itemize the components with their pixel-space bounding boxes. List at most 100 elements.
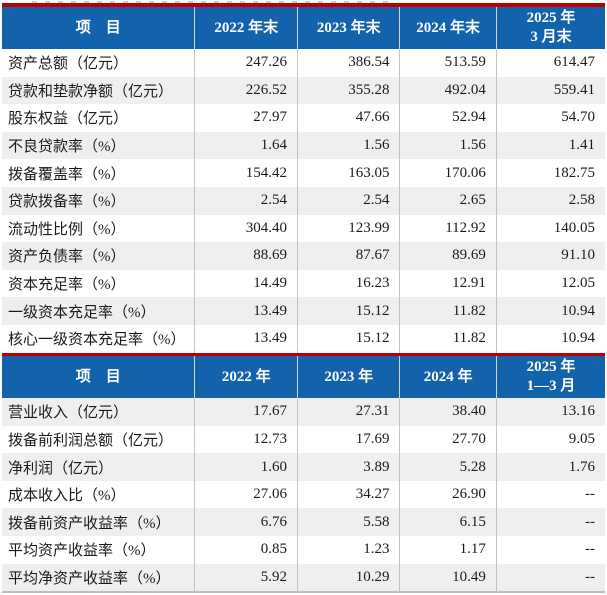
cell-value: 2.65 (399, 186, 497, 215)
cell-value: 123.99 (296, 214, 400, 243)
cell-value: -- (495, 480, 605, 509)
cell-value: 9.05 (495, 425, 605, 454)
row-label: 营业收入（亿元） (8, 405, 129, 422)
table-row: 平均净资产收益率（%） 5.92 10.29 10.49 -- (2, 563, 605, 593)
cell-value: 3.89 (296, 453, 400, 481)
cell-value: 1.23 (296, 536, 400, 564)
cell-value: 12.73 (194, 425, 298, 454)
cell-value: 5.92 (194, 563, 298, 593)
table-row: 拨备前资产收益率（%） 6.76 5.58 6.15 -- (2, 508, 605, 536)
row-label: 流动性比例（%） (8, 221, 126, 238)
cell-value: 47.66 (296, 104, 400, 132)
table-row: 资本充足率（%） 14.49 16.23 12.91 12.05 (2, 269, 605, 298)
cutoff-text-artifact (32, 1, 392, 3)
cell-value: 10.29 (296, 563, 400, 593)
cell-value: 2.54 (194, 186, 298, 215)
cell-value: 386.54 (296, 49, 400, 77)
row-label: 拨备前利润总额（亿元） (8, 432, 174, 449)
red-divider-top (2, 3, 605, 7)
cell-value: 1.60 (194, 453, 298, 481)
cell-value: -- (495, 536, 605, 564)
table-row: 拨备覆盖率（%） 154.42 163.05 170.06 182.75 (2, 159, 605, 187)
table-header: 项 目 2022 年 2023 年 2024 年 2025 年 1—3 月 (2, 356, 605, 399)
cell-value: -- (495, 563, 605, 593)
table-row: 平均资产收益率（%） 0.85 1.23 1.17 -- (2, 536, 605, 564)
cell-value: 13.49 (194, 297, 298, 325)
column-header-2023ye: 2023 年末 (296, 7, 400, 49)
table-row: 营业收入（亿元） 17.67 27.31 38.40 13.16 (2, 398, 605, 426)
cell-value: 355.28 (296, 76, 400, 105)
row-label: 拨备覆盖率（%） (8, 166, 126, 183)
cell-value: 15.12 (296, 324, 400, 353)
cell-value: 14.49 (194, 269, 298, 298)
cell-value: 11.82 (399, 297, 497, 325)
row-label: 资本充足率（%） (8, 277, 126, 294)
cell-value: 1.56 (399, 131, 497, 160)
table-header: 项 目 2022 年末 2023 年末 2024 年末 2025 年 3 月末 (2, 7, 605, 49)
cell-value: 1.17 (399, 536, 497, 564)
column-header-2022: 2022 年 (194, 356, 298, 399)
row-label: 贷款和垫款净额（亿元） (8, 83, 174, 100)
cell-value: 304.40 (194, 214, 298, 243)
cell-value: 559.41 (495, 76, 605, 105)
cell-value: 54.70 (495, 104, 605, 132)
cell-value: 10.94 (495, 324, 605, 353)
cell-value: 12.91 (399, 269, 497, 298)
column-header-item: 项 目 (2, 7, 195, 49)
cell-value: 26.90 (399, 480, 497, 509)
table-row: 不良贷款率（%） 1.64 1.56 1.56 1.41 (2, 131, 605, 160)
cell-value: 226.52 (194, 76, 298, 105)
column-header-2025q1: 2025 年 1—3 月 (495, 356, 605, 399)
cell-value: 13.49 (194, 324, 298, 353)
header-row: 项 目 2022 年 2023 年 2024 年 2025 年 1—3 月 (2, 356, 605, 399)
cell-value: 34.27 (296, 480, 400, 509)
cell-value: 112.92 (399, 214, 497, 243)
cell-value: 11.82 (399, 324, 497, 353)
table-row: 股东权益（亿元） 27.97 47.66 52.94 54.70 (2, 104, 605, 132)
cell-value: 87.67 (296, 242, 400, 270)
row-label: 不良贷款率（%） (8, 139, 126, 156)
cell-value: 170.06 (399, 159, 497, 187)
table-row: 净利润（亿元） 1.60 3.89 5.28 1.76 (2, 453, 605, 481)
row-label: 拨备前资产收益率（%） (8, 515, 171, 532)
table-row: 贷款拨备率（%） 2.54 2.54 2.65 2.58 (2, 186, 605, 215)
row-label: 成本收入比（%） (8, 488, 126, 505)
cell-value: 27.31 (296, 398, 400, 426)
cell-value: 1.56 (296, 131, 400, 160)
table-row: 成本收入比（%） 27.06 34.27 26.90 -- (2, 480, 605, 509)
cell-value: 13.16 (495, 398, 605, 426)
row-label: 股东权益（亿元） (8, 111, 129, 128)
cell-value: 17.69 (296, 425, 400, 454)
cell-value: 6.76 (194, 508, 298, 536)
column-header-2025mar: 2025 年 3 月末 (495, 7, 605, 49)
cell-value: 10.49 (399, 563, 497, 593)
operating-results-table: 项 目 2022 年 2023 年 2024 年 2025 年 1—3 月 营业… (2, 356, 605, 594)
column-header-2024: 2024 年 (399, 356, 497, 399)
cell-value: 27.97 (194, 104, 298, 132)
cell-value: 2.58 (495, 186, 605, 215)
red-divider-middle (2, 352, 605, 357)
cell-value: 614.47 (495, 49, 605, 77)
cell-value: 17.67 (194, 398, 298, 426)
column-header-item: 项 目 (2, 356, 195, 399)
table-row: 一级资本充足率（%） 13.49 15.12 11.82 10.94 (2, 297, 605, 325)
table-row: 流动性比例（%） 304.40 123.99 112.92 140.05 (2, 214, 605, 243)
cell-value: 5.28 (399, 453, 497, 481)
cell-value: 27.06 (194, 480, 298, 509)
cell-value: 163.05 (296, 159, 400, 187)
cell-value: 1.64 (194, 131, 298, 160)
row-label: 贷款拨备率（%） (8, 194, 126, 211)
table-row: 拨备前利润总额（亿元） 12.73 17.69 27.70 9.05 (2, 425, 605, 454)
cell-value: 513.59 (399, 49, 497, 77)
row-label: 资产负债率（%） (8, 249, 126, 266)
row-label: 一级资本充足率（%） (8, 304, 156, 321)
table-body: 资产总额（亿元） 247.26 386.54 513.59 614.47 贷款和垫款净额（… (2, 49, 605, 353)
cell-value: 10.94 (495, 297, 605, 325)
cell-value: 247.26 (194, 49, 298, 77)
cell-value: 5.58 (296, 508, 400, 536)
cell-value: -- (495, 508, 605, 536)
table-row: 资产总额（亿元） 247.26 386.54 513.59 614.47 (2, 49, 605, 77)
cell-value: 52.94 (399, 104, 497, 132)
row-label: 净利润（亿元） (8, 460, 114, 477)
